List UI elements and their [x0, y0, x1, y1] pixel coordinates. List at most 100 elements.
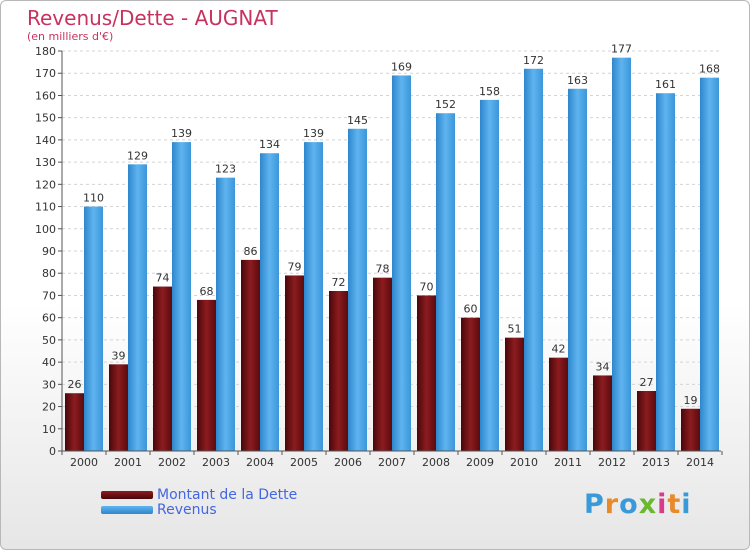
data-label: 34	[596, 360, 610, 373]
data-label: 177	[611, 43, 632, 56]
x-tick-label: 2008	[422, 456, 450, 469]
bar-dette	[593, 375, 612, 451]
x-tick-label: 2013	[642, 456, 670, 469]
bar-dette	[417, 295, 436, 451]
x-tick-label: 2001	[114, 456, 142, 469]
y-tick-label: 150	[35, 112, 56, 125]
bar-dette	[109, 364, 128, 451]
chart-unit-label: (en milliers d'€)	[27, 30, 114, 43]
data-label: 172	[523, 54, 544, 67]
bar-revenus	[656, 93, 675, 451]
y-tick-label: 170	[35, 67, 56, 80]
data-label: 163	[567, 74, 588, 87]
y-tick-label: 10	[42, 423, 56, 436]
legend-swatch-dette	[101, 491, 153, 499]
x-tick-label: 2005	[290, 456, 318, 469]
x-tick-label: 2010	[510, 456, 538, 469]
bar-dette	[461, 317, 480, 451]
bar-dette	[681, 408, 700, 451]
x-tick-label: 2012	[598, 456, 626, 469]
data-label: 145	[347, 114, 368, 127]
y-tick-label: 90	[42, 245, 56, 258]
bar-revenus	[172, 142, 191, 451]
y-tick-label: 120	[35, 178, 56, 191]
data-label: 110	[83, 192, 104, 205]
logo-letter: i	[681, 489, 692, 520]
bar-dette	[241, 259, 260, 451]
bar-revenus	[216, 177, 235, 451]
y-tick-label: 50	[42, 334, 56, 347]
data-label: 42	[552, 343, 566, 356]
bar-revenus	[304, 142, 323, 451]
y-tick-label: 30	[42, 378, 56, 391]
logo-letter: t	[667, 489, 682, 520]
bar-dette	[65, 393, 84, 451]
data-label: 79	[288, 260, 302, 273]
y-tick-label: 40	[42, 356, 56, 369]
data-label: 70	[420, 280, 434, 293]
y-tick-label: 110	[35, 201, 56, 214]
bar-revenus	[524, 68, 543, 452]
x-tick-label: 2009	[466, 456, 494, 469]
bar-dette	[285, 275, 304, 451]
data-label: 158	[479, 85, 500, 98]
bar-dette	[505, 337, 524, 451]
y-tick-label: 160	[35, 89, 56, 102]
logo-letter: o	[619, 489, 639, 520]
y-tick-label: 0	[49, 445, 56, 458]
bar-revenus	[568, 88, 587, 452]
data-label: 78	[376, 263, 390, 276]
y-tick-label: 140	[35, 134, 56, 147]
legend-label-dette: Montant de la Dette	[157, 487, 298, 503]
bar-dette	[373, 277, 392, 451]
logo-letter: r	[604, 489, 620, 520]
bar-revenus	[436, 113, 455, 451]
x-tick-label: 2007	[378, 456, 406, 469]
bar-revenus	[392, 75, 411, 451]
data-label: 168	[699, 63, 720, 76]
y-tick-label: 20	[42, 401, 56, 414]
x-tick-label: 2004	[246, 456, 274, 469]
data-label: 39	[112, 349, 126, 362]
logo-letter: i	[657, 489, 668, 520]
data-label: 123	[215, 163, 236, 176]
data-label: 86	[244, 245, 258, 258]
data-label: 139	[171, 127, 192, 140]
legend-label-revenus: Revenus	[157, 502, 217, 518]
data-label: 19	[684, 394, 698, 407]
y-tick-label: 180	[35, 45, 56, 58]
data-label: 139	[303, 127, 324, 140]
logo-letter: P	[584, 489, 605, 520]
bar-dette	[329, 291, 348, 451]
data-label: 68	[200, 285, 214, 298]
x-tick-label: 2011	[554, 456, 582, 469]
x-tick-label: 2000	[70, 456, 98, 469]
bar-revenus	[348, 128, 367, 451]
bar-revenus	[700, 77, 719, 452]
data-label: 134	[259, 138, 280, 151]
data-label: 74	[156, 272, 170, 285]
bar-revenus	[612, 57, 631, 452]
data-label: 161	[655, 78, 676, 91]
y-tick-label: 70	[42, 289, 56, 302]
bar-dette	[637, 391, 656, 451]
y-tick-label: 100	[35, 223, 56, 236]
y-tick-label: 130	[35, 156, 56, 169]
bar-dette	[153, 286, 172, 451]
bar-revenus	[128, 164, 147, 452]
x-tick-label: 2002	[158, 456, 186, 469]
x-tick-label: 2006	[334, 456, 362, 469]
data-label: 169	[391, 60, 412, 73]
legend-swatch-revenus	[101, 506, 153, 514]
chart-title: Revenus/Dette - AUGNAT	[27, 6, 278, 30]
data-label: 26	[68, 378, 82, 391]
y-tick-label: 60	[42, 312, 56, 325]
data-label: 129	[127, 149, 148, 162]
logo-letter: x	[638, 489, 658, 520]
data-label: 51	[508, 323, 522, 336]
bar-revenus	[260, 153, 279, 451]
proxiti-logo: Proxiti	[584, 489, 692, 520]
data-label: 152	[435, 98, 456, 111]
